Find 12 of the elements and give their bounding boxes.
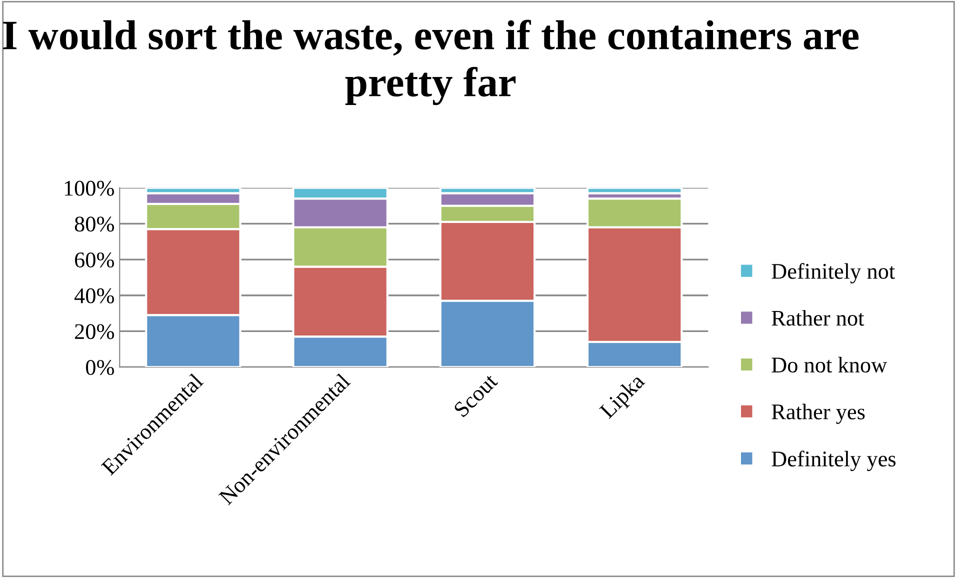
legend-label: Definitely not	[772, 262, 895, 284]
y-tick-label: 60%	[74, 252, 114, 268]
y-tick-label: 20%	[75, 324, 114, 340]
legend-label: Definitely yes	[772, 450, 896, 472]
y-tick-label: 100%	[64, 180, 114, 196]
y-tick-label: 80%	[74, 216, 114, 232]
y-tick-label: 40%	[74, 288, 114, 304]
legend-label: Rather not	[772, 310, 864, 326]
legend-label: Rather yes	[772, 404, 865, 424]
legend-label: Do not know	[772, 356, 888, 373]
chart-title: I would sort the waste, even if the containers are pretty far	[3, 20, 859, 106]
y-tick-label: 0%	[86, 360, 114, 376]
